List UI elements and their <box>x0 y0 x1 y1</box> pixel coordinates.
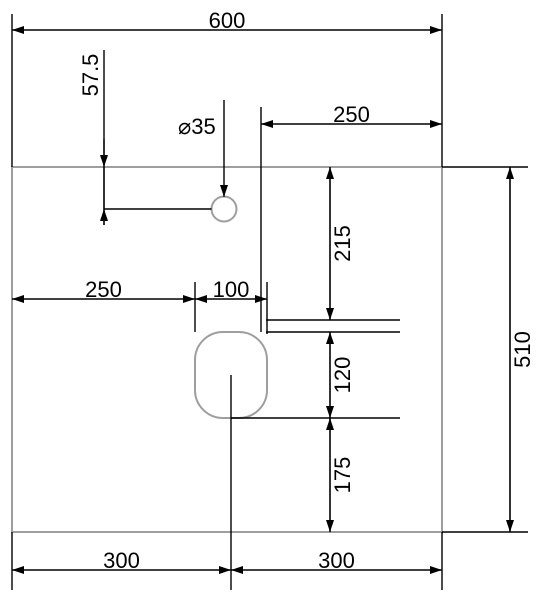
dim-100: 100 <box>213 277 250 302</box>
dim-dia35: ⌀35 <box>178 114 216 139</box>
dim-250-top: 250 <box>333 102 370 127</box>
small-hole <box>212 197 237 222</box>
dim-250-left: 250 <box>85 277 122 302</box>
dim-300-left: 300 <box>103 548 140 573</box>
dim-510: 510 <box>510 331 535 368</box>
dim-215: 215 <box>330 225 355 262</box>
dim-300-right: 300 <box>318 548 355 573</box>
dim-120: 120 <box>330 357 355 394</box>
dim-57-5: 57.5 <box>78 54 103 97</box>
dim-600: 600 <box>209 8 246 33</box>
dim-175: 175 <box>330 457 355 494</box>
